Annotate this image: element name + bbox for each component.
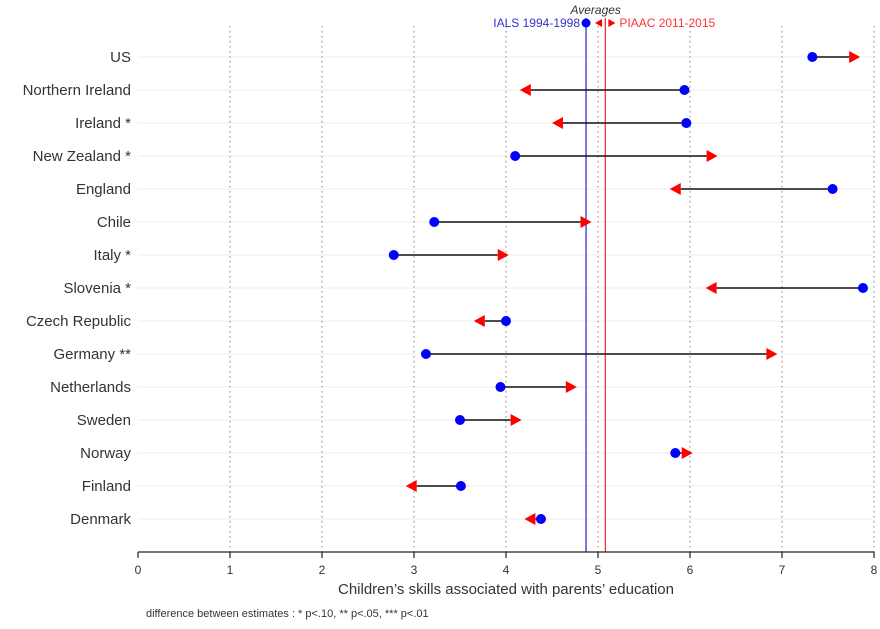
x-tick-label: 1 xyxy=(227,563,234,577)
x-axis: 0 1 2 3 4 5 6 7 8 xyxy=(135,551,878,577)
ials-circle-marker xyxy=(681,118,692,128)
country-label: Italy * xyxy=(93,247,131,264)
country-label: Netherlands xyxy=(50,379,131,396)
ials-circle-marker xyxy=(679,85,690,95)
country-label: Czech Republic xyxy=(26,313,132,330)
grid-layer xyxy=(138,26,875,552)
piaac-triangle-marker xyxy=(510,414,522,426)
piaac-triangle-marker xyxy=(580,216,592,228)
x-tick-label: 2 xyxy=(319,563,326,577)
ials-circle-marker xyxy=(670,448,681,458)
country-label: England xyxy=(76,181,131,198)
piaac-triangle-marker xyxy=(524,513,536,525)
country-label: Norway xyxy=(80,445,131,462)
piaac-triangle-marker xyxy=(706,150,718,162)
country-label: Sweden xyxy=(77,412,131,429)
country-label: Denmark xyxy=(70,511,131,528)
averages-title: Averages xyxy=(569,3,620,17)
country-label: Ireland * xyxy=(75,115,131,132)
ials-circle-marker xyxy=(388,250,399,260)
x-tick-label: 6 xyxy=(687,563,694,577)
ials-circle-marker xyxy=(501,316,511,326)
x-tick-label: 5 xyxy=(595,563,602,577)
country-label: Finland xyxy=(82,478,131,495)
piaac-triangle-marker xyxy=(473,315,485,327)
country-label: Slovenia * xyxy=(63,280,131,297)
country-label: Germany ** xyxy=(53,346,131,363)
average-left-arrow-icon xyxy=(595,19,603,27)
piaac-triangle-marker xyxy=(681,447,693,459)
ials-circle-marker xyxy=(455,415,465,425)
x-axis-label: Children’s skills associated with parent… xyxy=(338,581,674,598)
ials-average-marker xyxy=(581,18,591,28)
footnote: difference between estimates : * p<.10, … xyxy=(146,608,429,620)
piaac-triangle-marker xyxy=(405,480,417,492)
x-tick-label: 3 xyxy=(411,563,418,577)
ials-circle-marker xyxy=(857,283,868,293)
country-label: New Zealand * xyxy=(33,148,132,165)
ials-circle-marker xyxy=(495,382,506,392)
ials-average-label: IALS 1994-1998 xyxy=(493,16,580,30)
country-label: US xyxy=(110,49,131,66)
piaac-triangle-marker xyxy=(497,249,509,261)
country-label: Northern Ireland xyxy=(23,82,131,99)
x-tick-label: 0 xyxy=(135,563,142,577)
piaac-triangle-marker xyxy=(552,117,563,129)
ials-circle-marker xyxy=(827,184,838,194)
ials-circle-marker xyxy=(429,217,440,227)
piaac-triangle-marker xyxy=(565,381,577,393)
x-tick-label: 7 xyxy=(779,563,786,577)
x-tick-label: 4 xyxy=(503,563,510,577)
ials-circle-marker xyxy=(535,514,546,524)
piaac-triangle-marker xyxy=(669,183,681,195)
x-tick-label: 8 xyxy=(871,563,878,577)
ials-circle-marker xyxy=(455,481,466,491)
ials-circle-marker xyxy=(807,52,818,62)
country-label: Chile xyxy=(97,214,131,231)
piaac-triangle-marker xyxy=(849,51,861,63)
marks-layer: US Northern Ireland Ireland * New Zealand *… xyxy=(23,49,868,528)
piaac-triangle-marker xyxy=(705,282,717,294)
piaac-triangle-marker xyxy=(519,84,531,96)
piaac-average-label: PIAAC 2011-2015 xyxy=(619,16,715,30)
ials-circle-marker xyxy=(420,349,431,359)
ials-circle-marker xyxy=(510,151,521,161)
average-right-arrow-icon xyxy=(608,19,616,27)
piaac-triangle-marker xyxy=(766,348,778,360)
